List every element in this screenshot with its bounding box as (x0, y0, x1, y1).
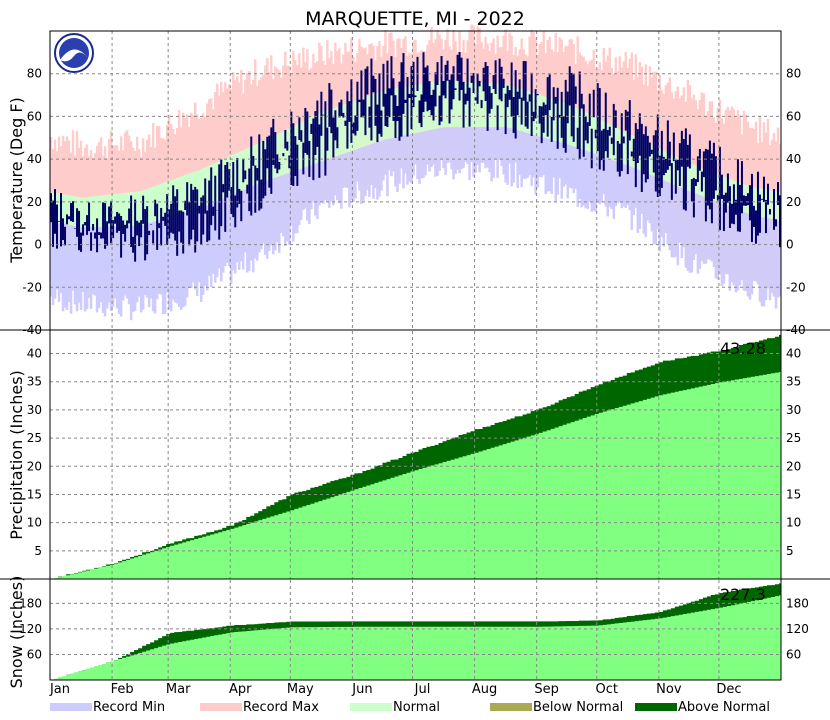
snow-axis-label: Snow (Inches) (7, 576, 26, 689)
legend-label: Record Min (93, 700, 165, 715)
month-label: Nov (656, 682, 682, 697)
noaa-logo-bird (60, 49, 88, 62)
month-label: Oct (596, 682, 618, 697)
noaa-logo (54, 33, 94, 73)
precipitation-tick-label-left: 25 (27, 431, 42, 445)
precipitation-tick-label-right: 25 (786, 431, 801, 445)
snow-tick-label-left: 120 (19, 622, 42, 636)
month-label: Aug (472, 682, 497, 697)
chart-title: MARQUETTE, MI - 2022 (305, 8, 525, 30)
legend-label: Record Max (243, 700, 319, 715)
snow-normal-area (50, 595, 781, 680)
precipitation-tick-label-left: 5 (34, 544, 42, 558)
month-label: Apr (229, 682, 252, 697)
precipitation-tick-label-left: 15 (27, 487, 42, 501)
snow-total-label: 227.3 (720, 585, 766, 604)
precipitation-normal-area (50, 371, 781, 579)
temperature-tick-label-left: 20 (27, 195, 42, 209)
legend-swatch (490, 703, 532, 711)
temperature-tick-label-left: 80 (27, 67, 42, 81)
temperature-tick-label-right: 40 (786, 152, 801, 166)
snow-tick-label-right: 180 (786, 596, 809, 610)
precipitation-tick-label-left: 20 (27, 459, 42, 473)
month-label: Sep (534, 682, 559, 697)
precipitation-tick-label-right: 5 (786, 544, 794, 558)
legend-swatch (50, 703, 92, 711)
precipitation-tick-label-right: 35 (786, 375, 801, 389)
precipitation-tick-label-left: 40 (27, 347, 42, 361)
month-label: May (287, 682, 314, 697)
legend: Record Min Record Max Normal Below Normal Ab… (50, 700, 770, 715)
temperature-tick-label-right: 0 (786, 238, 794, 252)
temperature-axis-label: Temperature (Deg F) (7, 97, 26, 264)
temperature-tick-label-right: 60 (786, 109, 801, 123)
snow-panel: 60 60 120 120 180 180 Snow (Inches) 227.3 (7, 576, 809, 689)
precipitation-tick-label-left: 35 (27, 375, 42, 389)
temperature-tick-label-right: -20 (786, 280, 806, 294)
plot-frame (49, 30, 782, 681)
precipitation-total-label: 43.28 (720, 339, 766, 358)
precipitation-axis-label: Precipitation (Inches) (7, 370, 26, 540)
temperature-tick-label-left: 60 (27, 109, 42, 123)
legend-swatch (350, 703, 392, 711)
legend-swatch (200, 703, 242, 711)
legend-label: Above Normal (678, 700, 770, 715)
precipitation-tick-label-right: 20 (786, 459, 801, 473)
temperature-tick-label-left: 40 (27, 152, 42, 166)
temperature-tick-label-left: 0 (34, 238, 42, 252)
precipitation-tick-label-right: 15 (786, 487, 801, 501)
month-label: Dec (716, 682, 741, 697)
snow-tick-label-left: 60 (27, 647, 42, 661)
month-axis: Jan Feb Mar Apr May Jun Jul Aug Sep Oct Nov Dec (49, 682, 742, 697)
temperature-tick-label-left: -20 (22, 280, 42, 294)
snow-tick-label-right: 120 (786, 622, 809, 636)
precipitation-tick-label-left: 10 (27, 516, 42, 530)
legend-label: Normal (393, 700, 440, 715)
month-label: Feb (111, 682, 134, 697)
precipitation-panel: 5 5 10 10 15 15 20 20 25 25 30 30 35 35 40 40 Precipita… (7, 331, 801, 579)
month-label: Jun (351, 682, 372, 697)
legend-swatch (635, 703, 677, 711)
precipitation-tick-label-right: 10 (786, 516, 801, 530)
legend-label: Below Normal (533, 700, 623, 715)
precipitation-tick-label-right: 30 (786, 403, 801, 417)
snow-tick-label-right: 60 (786, 647, 801, 661)
temperature-tick-label-right: 20 (786, 195, 801, 209)
month-label: Jul (414, 682, 431, 697)
snow-tick-label-left: 180 (19, 596, 42, 610)
precipitation-tick-label-right: 40 (786, 347, 801, 361)
month-label: Jan (49, 682, 70, 697)
month-label: Mar (166, 682, 191, 697)
precipitation-tick-label-left: 30 (27, 403, 42, 417)
temperature-tick-label-right: 80 (786, 67, 801, 81)
